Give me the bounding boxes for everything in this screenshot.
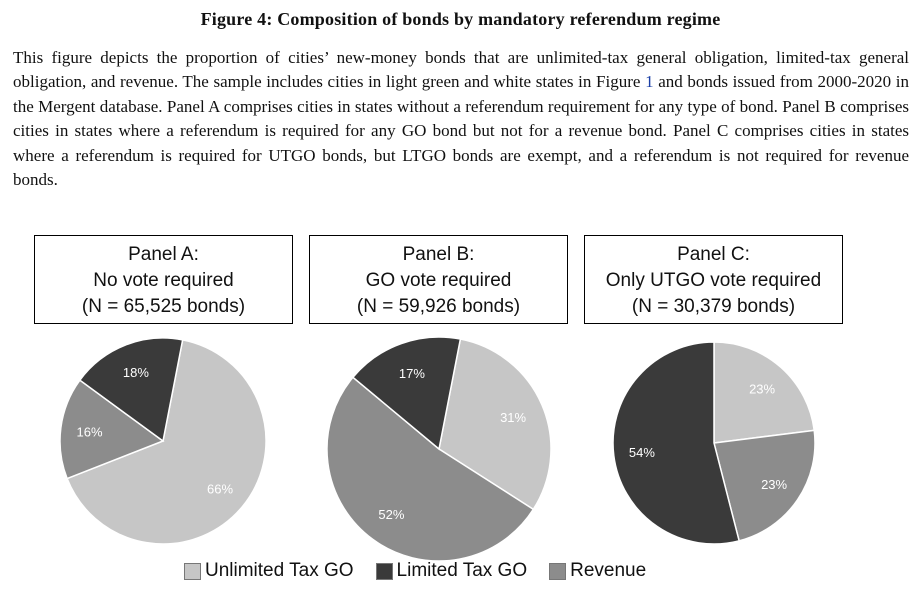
pie-c-slice-unlimited-tax-go <box>713 341 816 444</box>
pie-a-label-revenue: 16% <box>76 424 102 439</box>
panel-a-title: Panel A: <box>128 244 199 265</box>
figure-title: Figure 4: Composition of bonds by mandat… <box>200 9 721 29</box>
legend-item-unlimited: Unlimited Tax GO <box>184 560 354 582</box>
pie-a-label-limited-tax-go: 18% <box>123 365 149 380</box>
pie-a-label-unlimited-tax-go: 66% <box>207 482 233 497</box>
panel-c-subtitle: Only UTGO vote required <box>605 270 822 291</box>
pie-b-slice-revenue <box>326 376 535 562</box>
panel-b-title: Panel B: <box>402 244 475 265</box>
pie-c-label-limited-tax-go: 54% <box>629 445 655 460</box>
pie-c-label-revenue: 23% <box>761 477 787 492</box>
legend-item-revenue: Revenue <box>549 560 646 582</box>
pie-b-label-limited-tax-go: 17% <box>399 366 425 381</box>
pie-a-slice-unlimited-tax-go <box>66 339 267 545</box>
legend-swatch-revenue <box>549 562 567 580</box>
panel-c-count: (N = 30,379 bonds) <box>631 296 796 317</box>
figure-caption: This figure depicts the proportion of ci… <box>13 46 909 192</box>
legend-swatch-limited <box>375 562 393 580</box>
legend-swatch-unlimited <box>184 562 201 580</box>
pie-c-label-unlimited-tax-go: 23% <box>749 382 775 397</box>
pie-b-slice-limited-tax-go <box>351 336 462 451</box>
pie-a-slice-limited-tax-go <box>78 337 184 443</box>
panel-b-count: (N = 59,926 bonds) <box>356 296 521 317</box>
pie-c-slice-limited-tax-go <box>612 341 741 545</box>
panel-c-header: Panel C: Only UTGO vote required (N = 30… <box>584 235 843 324</box>
legend-item-limited: Limited Tax GO <box>375 560 528 582</box>
pie-a-slice-revenue <box>59 379 165 480</box>
panel-b-subtitle: GO vote required <box>365 270 512 291</box>
panel-c-title: Panel C: <box>677 244 750 265</box>
pie-b-label-unlimited-tax-go: 31% <box>500 410 526 425</box>
pie-b-label-revenue: 52% <box>378 507 404 522</box>
panel-a-subtitle: No vote required <box>93 270 234 291</box>
legend: Unlimited Tax GO Limited Tax GO Revenue <box>184 560 668 582</box>
panel-a-header: Panel A: No vote required (N = 65,525 bo… <box>34 235 293 324</box>
panel-b-header: Panel B: GO vote required (N = 59,926 bo… <box>309 235 568 324</box>
legend-label-unlimited: Unlimited Tax GO <box>205 560 354 581</box>
legend-label-revenue: Revenue <box>570 560 647 581</box>
pie-c-slice-revenue <box>713 429 816 542</box>
figure-1-link[interactable]: 1 <box>645 72 654 92</box>
caption-text-1: This figure depicts the proportion of ci… <box>13 48 909 92</box>
legend-label-limited: Limited Tax GO <box>396 560 528 581</box>
panel-a-count: (N = 65,525 bonds) <box>81 296 246 317</box>
caption-text-2: and bonds issued from 2000-2020 in the M… <box>13 72 910 190</box>
